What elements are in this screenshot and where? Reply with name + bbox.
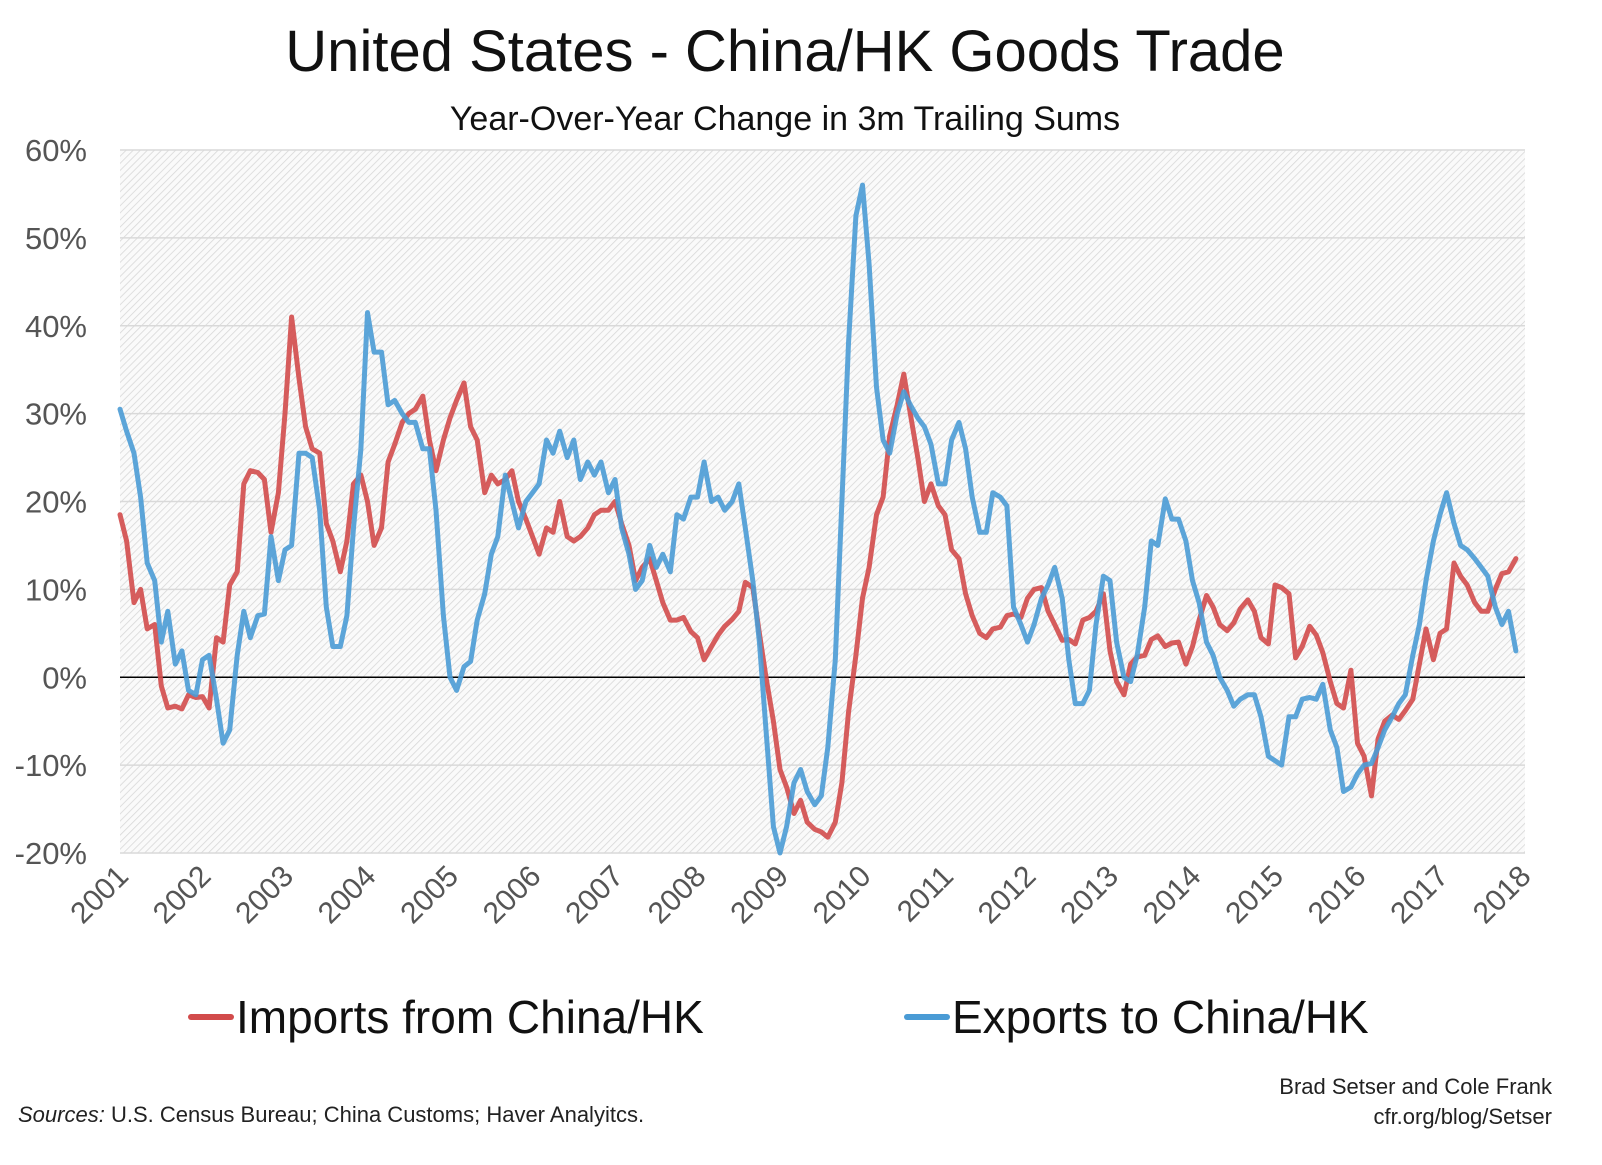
legend-label-exports: Exports to China/HK xyxy=(952,991,1369,1043)
x-tick-label: 2013 xyxy=(1054,860,1125,931)
imports-series-line xyxy=(117,314,1519,840)
x-tick-label: 2014 xyxy=(1137,860,1208,931)
x-tick-label: 2005 xyxy=(394,860,465,931)
x-tick-label: 2007 xyxy=(559,860,630,931)
imports-swatch xyxy=(188,1014,234,1020)
x-tick-label: 2002 xyxy=(147,860,218,931)
sources-text: U.S. Census Bureau; China Customs; Haver… xyxy=(104,1102,645,1127)
x-tick-label: 2015 xyxy=(1219,860,1290,931)
x-tick-label: 2012 xyxy=(972,860,1043,931)
y-tick-label: -10% xyxy=(15,748,87,783)
credit-authors: Brad Setser and Cole Frank xyxy=(1279,1074,1552,1099)
y-tick-label: 10% xyxy=(25,572,87,607)
sources-note: Sources: U.S. Census Bureau; China Custo… xyxy=(18,1102,644,1128)
y-tick-label: -20% xyxy=(15,836,87,871)
y-tick-label: 50% xyxy=(25,221,87,256)
chart-subtitle: Year-Over-Year Change in 3m Trailing Sum… xyxy=(449,100,1121,138)
x-tick-label: 2004 xyxy=(312,860,383,931)
sources-label: Sources: xyxy=(18,1102,105,1127)
x-tick-label: 2003 xyxy=(229,860,300,931)
y-tick-label: 30% xyxy=(25,397,87,432)
y-tick-label: 40% xyxy=(25,309,87,344)
x-tick-label: 2018 xyxy=(1467,860,1538,931)
x-tick-label: 2006 xyxy=(477,860,548,931)
y-tick-label: 0% xyxy=(42,660,87,695)
legend-item-exports: Exports to China/HK xyxy=(904,990,1369,1044)
y-tick-label: 60% xyxy=(25,133,87,168)
x-tick-label: 2010 xyxy=(807,860,878,931)
x-tick-label: 2016 xyxy=(1302,860,1373,931)
credit-url: cfr.org/blog/Setser xyxy=(1373,1104,1552,1129)
exports-swatch xyxy=(904,1014,950,1020)
line-chart: 60%50%40%30%20%10%0%-10%-20% 2001 2002 200… xyxy=(15,133,1538,931)
x-tick-label: 2017 xyxy=(1384,860,1455,931)
legend-label-imports: Imports from China/HK xyxy=(236,991,704,1043)
exports-series-line xyxy=(117,182,1519,856)
chart-title: United States - China/HK Goods Trade xyxy=(285,19,1285,84)
x-tick-label: 2008 xyxy=(642,860,713,931)
x-tick-label: 2011 xyxy=(891,860,960,929)
x-tick-label: 2009 xyxy=(724,860,795,931)
y-tick-label: 20% xyxy=(25,485,87,520)
legend-item-imports: Imports from China/HK xyxy=(188,990,704,1044)
credit: Brad Setser and Cole Frank cfr.org/blog/… xyxy=(1279,1072,1552,1132)
